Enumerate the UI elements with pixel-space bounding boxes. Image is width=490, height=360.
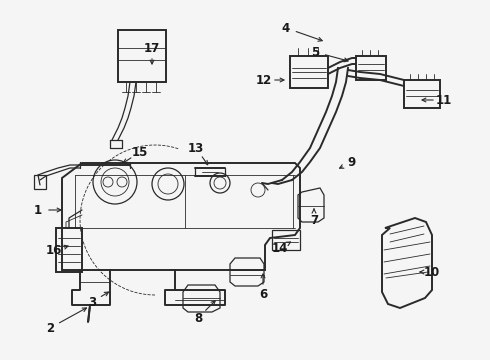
Text: 14: 14: [272, 242, 288, 255]
Bar: [34, 175, 46, 189]
Bar: [272, 230, 300, 250]
Bar: [118, 30, 166, 82]
Text: 8: 8: [194, 311, 202, 324]
Text: 4: 4: [282, 22, 290, 35]
Text: 15: 15: [132, 145, 148, 158]
Bar: [290, 56, 328, 88]
Bar: [404, 80, 440, 108]
Text: 3: 3: [88, 296, 96, 309]
Text: 2: 2: [46, 321, 54, 334]
Text: 11: 11: [436, 94, 452, 107]
Text: 13: 13: [188, 141, 204, 154]
Bar: [356, 56, 386, 80]
Bar: [56, 228, 82, 272]
Text: 9: 9: [348, 156, 356, 168]
Text: 7: 7: [310, 213, 318, 226]
Text: 17: 17: [144, 41, 160, 54]
Text: 5: 5: [311, 45, 319, 59]
Text: 10: 10: [424, 266, 440, 279]
Text: 16: 16: [46, 243, 62, 257]
Text: 12: 12: [256, 73, 272, 86]
Text: 1: 1: [34, 203, 42, 216]
Text: 6: 6: [259, 288, 267, 302]
